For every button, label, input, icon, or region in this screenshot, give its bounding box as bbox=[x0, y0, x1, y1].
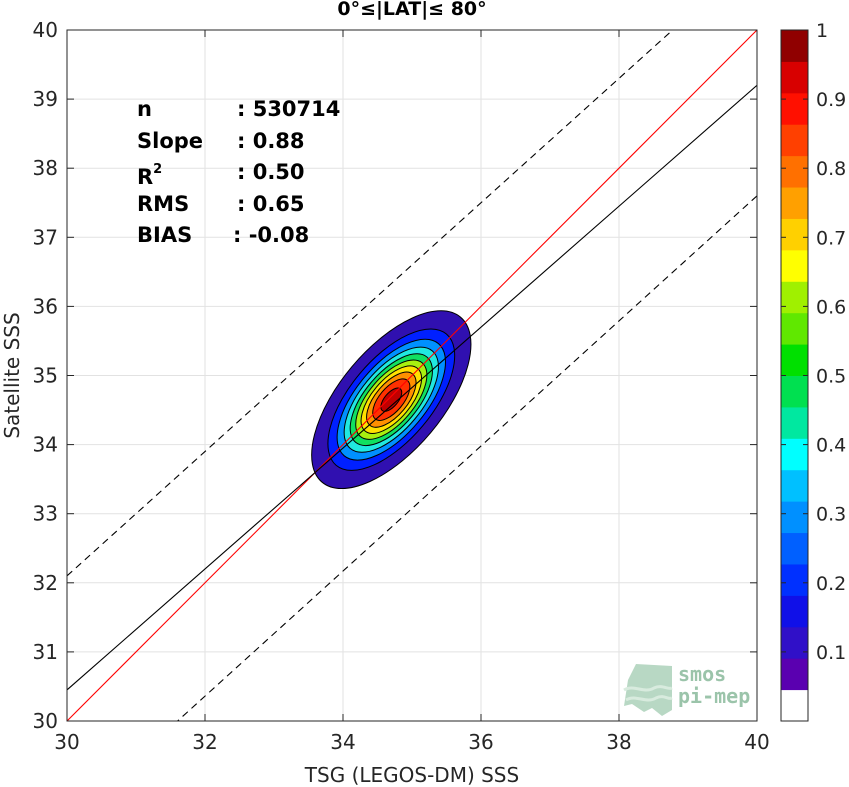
y-axis-label: Satellite SSS bbox=[0, 312, 24, 438]
colorbar-tick-label: 0.9 bbox=[816, 89, 846, 111]
y-tick-label: 40 bbox=[33, 18, 58, 42]
colorbar-segment bbox=[781, 501, 808, 534]
colorbar-segment bbox=[781, 92, 808, 125]
colorbar-segment bbox=[781, 689, 808, 722]
colorbar-tick-label: 0.7 bbox=[816, 227, 846, 249]
colorbar-tick-label: 0.6 bbox=[816, 296, 846, 318]
density-contours bbox=[311, 310, 472, 490]
colorbar-tick-label: 0.4 bbox=[816, 435, 846, 457]
line-1-1 bbox=[67, 30, 757, 721]
reference-lines bbox=[67, 30, 757, 721]
x-tick-label: 40 bbox=[744, 730, 769, 754]
stat-r2-label: R2 bbox=[137, 162, 163, 189]
colorbar-segment bbox=[781, 344, 808, 376]
y-tick-label: 32 bbox=[33, 571, 58, 595]
stat-slope-label: Slope bbox=[137, 128, 204, 153]
stat-n-label: n bbox=[137, 97, 152, 121]
x-tick-label: 38 bbox=[606, 730, 631, 754]
line-fit-offset bbox=[67, 30, 674, 577]
colorbar-tick-label: 0.8 bbox=[816, 158, 846, 180]
colorbar-segment bbox=[781, 281, 808, 314]
colorbar-segment bbox=[781, 249, 808, 282]
colorbar-segment bbox=[781, 626, 808, 659]
colorbar-segment bbox=[781, 61, 808, 94]
smos-pi-mep-logo: smos pi-mep bbox=[622, 660, 762, 720]
colorbar-tick-label: 0.3 bbox=[816, 504, 846, 526]
stat-bias-value: : -0.08 bbox=[233, 223, 310, 247]
x-tick-label: 30 bbox=[54, 730, 79, 754]
x-tick-label: 34 bbox=[330, 730, 355, 754]
colorbar-segment bbox=[781, 563, 808, 596]
colorbar-segment bbox=[781, 658, 808, 691]
colorbar-segment bbox=[781, 469, 808, 502]
colorbar-segment bbox=[781, 124, 808, 157]
colorbar-segment bbox=[781, 155, 808, 188]
stat-slope-value: : 0.88 bbox=[237, 128, 305, 153]
y-tick-label: 34 bbox=[33, 433, 58, 457]
y-tick-label: 39 bbox=[33, 87, 58, 111]
y-tick-label: 36 bbox=[33, 294, 58, 318]
stat-rms-label: RMS bbox=[137, 191, 190, 216]
x-tick-label: 36 bbox=[468, 730, 493, 754]
stat-n-value: : 530714 bbox=[237, 97, 341, 121]
colorbar-segment bbox=[781, 595, 808, 628]
y-tick-label: 35 bbox=[33, 364, 58, 388]
line-fit bbox=[67, 84, 757, 691]
x-axis-label: TSG (LEGOS-DM) SSS bbox=[304, 763, 519, 787]
logo-text: smos pi-mep bbox=[678, 662, 751, 708]
colorbar-segment bbox=[781, 30, 808, 62]
colorbar-tick-label: 0.5 bbox=[816, 366, 846, 388]
stat-bias-label: BIAS bbox=[137, 223, 193, 247]
x-tick-label: 32 bbox=[192, 730, 217, 754]
y-tick-label: 38 bbox=[33, 156, 58, 180]
colorbar-segment bbox=[781, 532, 808, 565]
colorbar: 0.1 0.2 0.3 0.4 0.5 0.6 0.7 0.8 0.9 1 bbox=[780, 20, 846, 722]
colorbar-segment bbox=[781, 375, 808, 408]
y-tick-label: 37 bbox=[33, 225, 58, 249]
colorbar-tick-label: 0.2 bbox=[816, 573, 846, 595]
logo-wave-icon bbox=[623, 664, 673, 716]
colorbar-segment bbox=[781, 438, 808, 471]
colorbar-segment bbox=[781, 187, 808, 219]
y-tick-label: 31 bbox=[33, 640, 58, 664]
chart-title: 0°≤|LAT|≤ 80° bbox=[337, 0, 487, 20]
density-contour bbox=[380, 387, 403, 412]
colorbar-segment bbox=[781, 312, 808, 345]
colorbar-segment bbox=[781, 218, 808, 251]
y-tick-label: 33 bbox=[33, 502, 58, 526]
colorbar-segment bbox=[781, 406, 808, 439]
colorbar-tick-label: 0.1 bbox=[816, 642, 846, 664]
y-tick-label: 30 bbox=[33, 709, 58, 733]
stat-rms-value: : 0.65 bbox=[237, 191, 305, 216]
colorbar-tick-label: 1 bbox=[816, 20, 828, 42]
stat-r2-value: : 0.50 bbox=[237, 160, 305, 184]
